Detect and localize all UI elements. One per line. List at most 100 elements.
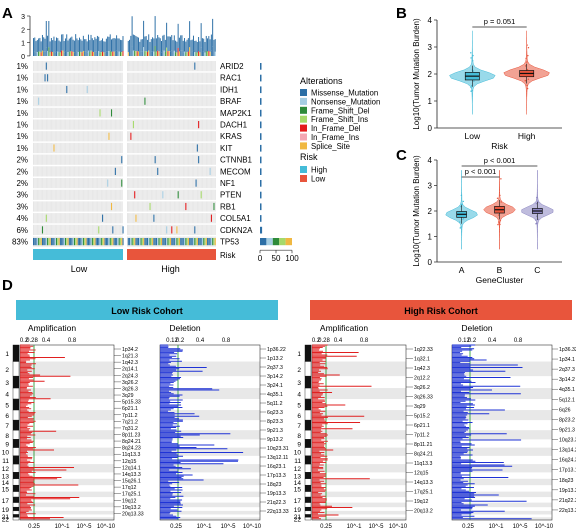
onco-top-bar [172,40,174,53]
onco-mutation-cell [199,238,201,246]
onco-top-bar [47,35,49,51]
onco-row-bg-high [127,142,216,154]
onco-top-bar [64,38,66,52]
amp-band [20,447,114,456]
onco-top-tick-label: 3 [21,14,25,21]
onco-mutation-cell [154,156,156,164]
onco-top-bar-segment [44,51,46,56]
chromosome-block [304,387,312,400]
chromosome-label: 11 [294,458,301,465]
onco-top-bar [81,40,83,53]
onco-mutation-cell [164,238,166,246]
del-top-tick-label: 0.12 [166,338,178,344]
onco-top-bar-segment [189,47,191,56]
del-peak-label: 6q26 [559,407,571,413]
onco-top-bar-segment [162,50,164,56]
onco-top-bar [169,36,171,52]
del-top-tick-label: 0.12 [458,338,470,344]
onco-top-bar-segment [129,51,131,56]
onco-mutation-cell [98,226,100,234]
onco-mutation-cell [186,238,188,246]
deletion-title: Deletion [461,323,492,333]
del-peak-label: 9p13.2 [267,437,283,443]
amp-top-tick-label: 0.2 [312,338,321,344]
cohort-banner-low-text: Low Risk Cohort [111,306,183,316]
onco-top-bar-segment [173,50,175,56]
onco-top-bar-segment [76,51,78,56]
chromosome-block [12,491,20,498]
onco-side-bar [266,238,273,246]
amp-peak-label: 2q24.3 [122,373,138,379]
chromosome-label: 19 [2,507,10,514]
onco-top-bar-segment [121,52,123,56]
onco-mutation-cell [57,238,59,246]
amp-peak-label: 2q12.2 [414,376,430,382]
del-band [452,491,552,498]
onco-gene-name: CDKN2A [220,226,253,235]
chromosome-label: 8 [297,433,301,440]
onco-mutation-cell [62,238,64,246]
onco-mutation-cell [108,238,110,246]
onco-mutation-cell [161,238,163,246]
onco-top-bar [204,41,206,53]
del-peak-label: 21q22.3 [267,500,286,506]
onco-mutation-cell [63,238,65,246]
legend-swatch [300,142,307,150]
chromosome-label: 12 [294,466,302,473]
onco-mutation-cell [162,191,164,199]
legend-risk-label: High [311,166,327,175]
onco-gene-percent: 6% [16,226,28,235]
chromosome-block [304,517,312,521]
onco-top-bar-segment [34,51,36,56]
onco-top-bar-segment [110,51,112,56]
onco-top-bar-segment [50,51,52,56]
onco-top-bar [162,35,164,51]
tmb-genecluster-violin-chart: 0 1 2 3 4 Log10(Tumor Mutation Burden) GeneClu… [412,155,562,285]
onco-top-bar-segment [72,51,74,56]
panel-label-c: C [396,147,407,164]
onco-top-bar [49,41,51,53]
chromosome-block [304,361,312,377]
onco-top-bar-segment [131,46,133,56]
onco-top-bar-segment [175,52,177,56]
chromosome-label: 9 [5,441,9,448]
onco-side-bar [260,98,262,105]
del-top-tick-label: 0.8 [222,338,231,344]
violin-y-axis-label: Log10(Tumor Mutation Burden) [412,18,421,130]
onco-top-bar-segment [43,51,45,56]
amp-top-tick-label: 0.8 [360,338,369,344]
onco-top-bar-segment [184,51,186,56]
onco-group-label-low: Low [71,264,88,274]
onco-mutation-cell [81,238,83,246]
onco-top-bar [159,38,161,52]
onco-mutation-cell [210,214,212,222]
onco-mutation-cell [44,74,46,82]
onco-mutation-cell [154,238,156,246]
onco-gene-percent: 1% [16,144,28,153]
amp-top-tick-label: 0.8 [68,338,77,344]
onco-mutation-cell [89,238,91,246]
onco-top-bar-segment [161,52,162,56]
onco-top-bar-segment [210,50,212,56]
onco-side-bar [285,238,292,246]
del-peak-label: 8p23.2 [559,417,575,423]
onco-side-bar [260,133,262,140]
del-band [160,388,260,400]
amp-peak-label: 14q13.3 [414,480,433,486]
onco-mutation-cell [44,238,46,246]
onco-top-bar-segment [190,52,192,56]
onco-mutation-cell [176,238,178,246]
onco-top-bar [129,39,131,52]
onco-top-bar-segment [195,52,197,56]
onco-top-bar [50,38,52,52]
onco-gene-name: MAP2K1 [220,109,252,118]
amp-peak-label: 5p15.2 [414,414,430,420]
legend-risk-swatch [300,175,307,182]
amp-peak-label: 15q26.1 [122,479,141,485]
onco-top-bar-segment [91,51,93,56]
onco-mutation-cell [191,238,193,246]
del-bottom-tick-label: 10^-10 [243,524,262,530]
del-peak-label: 8p23.3 [267,419,283,425]
onco-top-bar-segment [207,51,209,56]
onco-mutation-cell [209,238,211,246]
